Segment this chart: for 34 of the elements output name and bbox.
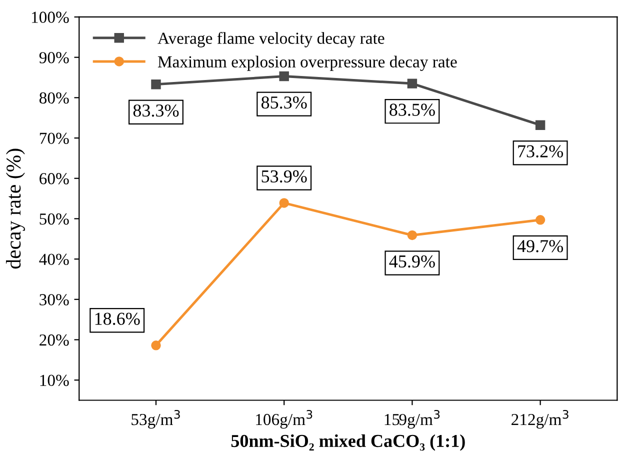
data-label: 45.9% xyxy=(389,255,435,268)
point xyxy=(407,230,418,240)
data-label: 83.3% xyxy=(133,104,179,117)
data-label: 18.6% xyxy=(95,312,140,325)
x-tick-label: 212g/m$^{3}$ xyxy=(512,410,568,429)
y-axis-title: decay rate (%) xyxy=(6,148,25,269)
y-tick-label: 40% xyxy=(39,254,69,266)
point xyxy=(407,78,418,88)
point xyxy=(151,340,161,350)
y-tick-label: 60% xyxy=(40,173,69,184)
y-tick-label: 80% xyxy=(39,92,69,104)
y-tick-label: 50% xyxy=(40,213,69,225)
y-tick-label: 100% xyxy=(32,12,69,23)
data-label: 73.2% xyxy=(518,145,564,158)
data-label: 85.3% xyxy=(261,96,307,109)
x-tick-label: 159g/m$^{3}$ xyxy=(384,410,440,429)
y-tick-label: 90% xyxy=(39,52,69,64)
data-label: 49.7% xyxy=(517,240,564,252)
data-label: 83.5% xyxy=(390,104,435,116)
x-tick-label: 53g/m$^{3}$ xyxy=(132,410,180,429)
legend-label: Maximum explosion overpressure decay rate xyxy=(158,56,457,71)
x-axis-title: 50nm-SiO₂ mixed CaCO₃ (1:1) xyxy=(231,434,465,451)
y-tick-label: 70% xyxy=(40,132,69,144)
y-tick-label: 10% xyxy=(40,374,69,386)
point xyxy=(535,120,546,130)
point xyxy=(279,198,289,208)
x-tick-label: 106g/m$^{3}$ xyxy=(256,410,312,429)
y-tick-label: 20% xyxy=(40,334,69,346)
point xyxy=(535,215,546,225)
point xyxy=(151,79,161,90)
legend-label: Average flame velocity decay rate xyxy=(158,32,384,48)
y-tick-label: 30% xyxy=(40,294,69,306)
data-label: 53.9% xyxy=(262,170,307,183)
point xyxy=(279,71,289,82)
